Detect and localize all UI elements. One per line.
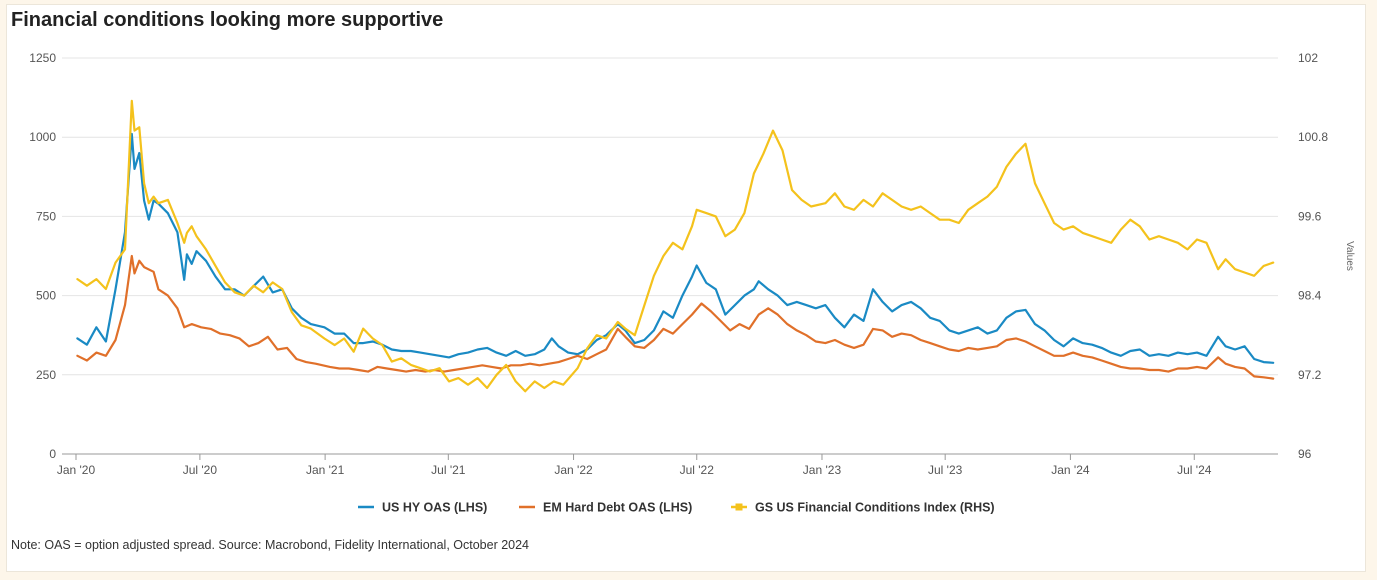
series-lines — [76, 99, 1275, 393]
series-line-1 — [76, 132, 1275, 364]
right-tick-label: 102 — [1298, 51, 1318, 65]
left-tick-label: 1000 — [29, 130, 56, 144]
right-tick-label: 98.4 — [1298, 289, 1322, 303]
x-tick-label: Jul '24 — [1177, 463, 1212, 477]
x-tick-label: Jul '20 — [183, 463, 218, 477]
left-tick-label: 0 — [49, 447, 56, 461]
right-tick-label: 100.8 — [1298, 130, 1328, 144]
legend-label: GS US Financial Conditions Index (RHS) — [755, 501, 995, 515]
legend-marker — [735, 503, 743, 511]
right-y-axis: 96 97.2 98.4 99.6 100.8 102 Values — [1298, 51, 1355, 461]
x-axis: Jan '20 Jul '20 Jan '21 Jul '21 Jan '22 Jul '… — [57, 454, 1212, 477]
legend-label: US HY OAS (LHS) — [382, 501, 487, 515]
x-tick-label: Jan '22 — [554, 463, 593, 477]
x-tick-label: Jul '21 — [431, 463, 466, 477]
left-y-axis: 0 250 500 750 1000 1250 — [29, 51, 56, 461]
grid-lines — [62, 57, 1278, 455]
left-tick-label: 500 — [36, 289, 56, 303]
legend-label: EM Hard Debt OAS (LHS) — [543, 501, 692, 515]
right-tick-label: 99.6 — [1298, 209, 1322, 223]
series-line-2 — [76, 254, 1275, 380]
line-chart: 0 250 500 750 1000 1250 96 97.2 98.4 99.6 100.8 10… — [29, 51, 1355, 515]
right-axis-title: Values — [1344, 241, 1355, 271]
x-tick-label: Jul '22 — [680, 463, 715, 477]
chart-title: Financial conditions looking more suppor… — [11, 9, 444, 31]
right-tick-label: 96 — [1298, 447, 1312, 461]
series-line-3 — [76, 99, 1275, 393]
x-tick-label: Jan '24 — [1051, 463, 1090, 477]
source-note: Note: OAS = option adjusted spread. Sour… — [11, 538, 530, 552]
left-tick-label: 1250 — [29, 51, 56, 65]
legend: US HY OAS (LHS) EM Hard Debt OAS (LHS) GS … — [358, 501, 995, 515]
right-tick-label: 97.2 — [1298, 368, 1322, 382]
x-tick-label: Jul '23 — [928, 463, 963, 477]
x-tick-label: Jan '20 — [57, 463, 96, 477]
x-tick-label: Jan '21 — [306, 463, 345, 477]
left-tick-label: 750 — [36, 209, 56, 223]
x-tick-label: Jan '23 — [803, 463, 842, 477]
left-tick-label: 250 — [36, 368, 56, 382]
